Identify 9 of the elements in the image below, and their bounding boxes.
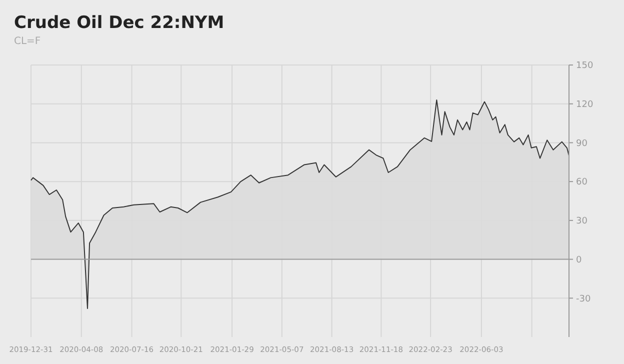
y-tick-label: 60 [576,178,588,188]
y-tick-label: 120 [576,100,594,110]
y-tick-label: -30 [576,294,591,304]
chart-subtitle: CL=F [14,36,41,47]
y-tick-label: 30 [576,216,588,227]
y-tick-label: 0 [576,255,582,266]
chart-title: Crude Oil Dec 22:NYM [14,13,224,33]
y-tick-label: 90 [576,138,588,149]
y-tick-label: 150 [576,61,594,72]
